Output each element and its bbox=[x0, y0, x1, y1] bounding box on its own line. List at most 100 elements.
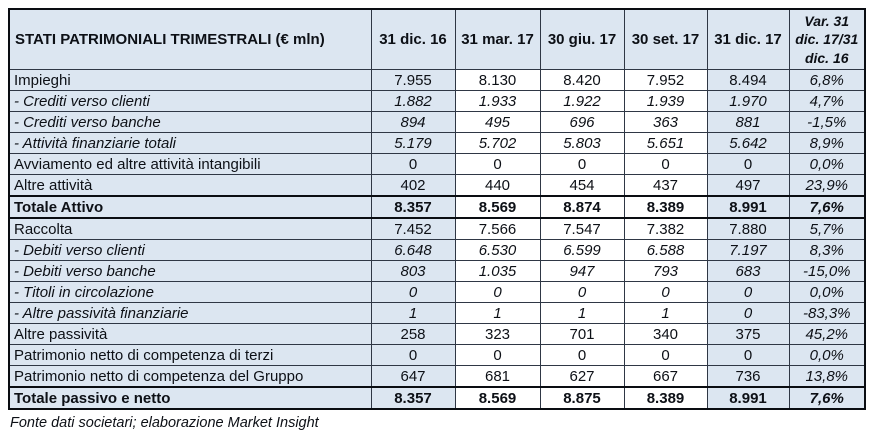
cell-value: 0 bbox=[370, 344, 456, 366]
cell-value: 947 bbox=[539, 260, 625, 282]
cell-value: 375 bbox=[706, 323, 790, 345]
cell-value: 1.939 bbox=[623, 90, 708, 112]
cell-value: 0 bbox=[539, 281, 625, 303]
cell-value: 437 bbox=[623, 174, 708, 197]
cell-value: 8.874 bbox=[539, 195, 625, 219]
cell-value: 1.970 bbox=[706, 90, 790, 112]
cell-value: 7.566 bbox=[454, 217, 541, 240]
table-row: - Altre passività finanziarie 1 1 1 1 0 -83,3% bbox=[8, 302, 866, 324]
cell-value: 5.803 bbox=[539, 132, 625, 154]
table-row: Impieghi 7.955 8.130 8.420 7.952 8.494 6,8% bbox=[8, 69, 866, 91]
table-row: Patrimonio netto di competenza del Grupp… bbox=[8, 365, 866, 388]
variation-value: -83,3% bbox=[788, 302, 866, 324]
variation-value: 5,7% bbox=[788, 217, 866, 240]
cell-value: 0 bbox=[706, 344, 790, 366]
cell-value: 8.130 bbox=[454, 69, 541, 91]
cell-value: 8.569 bbox=[454, 195, 541, 219]
cell-value: 5.651 bbox=[623, 132, 708, 154]
cell-value: 1 bbox=[539, 302, 625, 324]
header-row: STATI PATRIMONIALI TRIMESTRALI (€ mln) 3… bbox=[8, 8, 866, 70]
cell-value: 258 bbox=[370, 323, 456, 345]
cell-value: 0 bbox=[454, 153, 541, 175]
cell-value: 497 bbox=[706, 174, 790, 197]
row-label: Totale passivo e netto bbox=[8, 386, 372, 410]
table-row: - Crediti verso banche 894 495 696 363 881 -1,… bbox=[8, 111, 866, 133]
cell-value: 0 bbox=[539, 153, 625, 175]
cell-value: 881 bbox=[706, 111, 790, 133]
variation-value: 8,9% bbox=[788, 132, 866, 154]
column-header-variation: Var. 31 dic. 17/31 dic. 16 bbox=[788, 8, 866, 70]
cell-value: 7.880 bbox=[706, 217, 790, 240]
cell-value: 8.875 bbox=[539, 386, 625, 410]
variation-value: 45,2% bbox=[788, 323, 866, 345]
variation-value: 0,0% bbox=[788, 344, 866, 366]
cell-value: 8.991 bbox=[706, 386, 790, 410]
row-label: Altre attività bbox=[8, 174, 372, 197]
cell-value: 7.955 bbox=[370, 69, 456, 91]
cell-value: 5.642 bbox=[706, 132, 790, 154]
cell-value: 323 bbox=[454, 323, 541, 345]
row-label: Impieghi bbox=[8, 69, 372, 91]
cell-value: 894 bbox=[370, 111, 456, 133]
cell-value: 0 bbox=[706, 153, 790, 175]
table-row: Altre passività 258 323 701 340 375 45,2% bbox=[8, 323, 866, 345]
cell-value: 340 bbox=[623, 323, 708, 345]
cell-value: 683 bbox=[706, 260, 790, 282]
cell-value: 5.179 bbox=[370, 132, 456, 154]
cell-value: 6.599 bbox=[539, 239, 625, 261]
cell-value: 0 bbox=[370, 281, 456, 303]
cell-value: 7.452 bbox=[370, 217, 456, 240]
cell-value: 8.389 bbox=[623, 386, 708, 410]
cell-value: 8.991 bbox=[706, 195, 790, 219]
cell-value: 0 bbox=[623, 344, 708, 366]
cell-value: 1.933 bbox=[454, 90, 541, 112]
cell-value: 647 bbox=[370, 365, 456, 388]
variation-value: -15,0% bbox=[788, 260, 866, 282]
cell-value: 8.357 bbox=[370, 195, 456, 219]
cell-value: 0 bbox=[370, 153, 456, 175]
cell-value: 667 bbox=[623, 365, 708, 388]
variation-value: 4,7% bbox=[788, 90, 866, 112]
cell-value: 7.197 bbox=[706, 239, 790, 261]
row-label: - Altre passività finanziarie bbox=[8, 302, 372, 324]
cell-value: 6.588 bbox=[623, 239, 708, 261]
cell-value: 8.357 bbox=[370, 386, 456, 410]
table-row: Raccolta 7.452 7.566 7.547 7.382 7.880 5,7% bbox=[8, 217, 866, 240]
cell-value: 681 bbox=[454, 365, 541, 388]
row-label: Raccolta bbox=[8, 217, 372, 240]
variation-value: 6,8% bbox=[788, 69, 866, 91]
variation-value: 7,6% bbox=[788, 386, 866, 410]
variation-value: 8,3% bbox=[788, 239, 866, 261]
cell-value: 402 bbox=[370, 174, 456, 197]
row-label: - Crediti verso banche bbox=[8, 111, 372, 133]
variation-value: 0,0% bbox=[788, 153, 866, 175]
cell-value: 8.494 bbox=[706, 69, 790, 91]
cell-value: 0 bbox=[454, 344, 541, 366]
table-row: Avviamento ed altre attività intangibili… bbox=[8, 153, 866, 175]
cell-value: 696 bbox=[539, 111, 625, 133]
cell-value: 454 bbox=[539, 174, 625, 197]
cell-value: 803 bbox=[370, 260, 456, 282]
cell-value: 7.382 bbox=[623, 217, 708, 240]
table-row: - Crediti verso clienti 1.882 1.933 1.922 1.… bbox=[8, 90, 866, 112]
cell-value: 1.922 bbox=[539, 90, 625, 112]
cell-value: 5.702 bbox=[454, 132, 541, 154]
table-row: Patrimonio netto di competenza di terzi 0… bbox=[8, 344, 866, 366]
row-label: - Crediti verso clienti bbox=[8, 90, 372, 112]
column-header: 31 dic. 16 bbox=[370, 8, 456, 70]
variation-value: -1,5% bbox=[788, 111, 866, 133]
table-title-cell: STATI PATRIMONIALI TRIMESTRALI (€ mln) bbox=[8, 8, 372, 70]
cell-value: 1.882 bbox=[370, 90, 456, 112]
cell-value: 8.389 bbox=[623, 195, 708, 219]
cell-value: 8.569 bbox=[454, 386, 541, 410]
table-row: Totale Attivo 8.357 8.569 8.874 8.389 8.991 7,… bbox=[8, 195, 866, 219]
cell-value: 627 bbox=[539, 365, 625, 388]
row-label: - Debiti verso banche bbox=[8, 260, 372, 282]
row-label: Totale Attivo bbox=[8, 195, 372, 219]
table-row: - Debiti verso clienti 6.648 6.530 6.599 6.5… bbox=[8, 239, 866, 261]
cell-value: 440 bbox=[454, 174, 541, 197]
cell-value: 7.547 bbox=[539, 217, 625, 240]
cell-value: 0 bbox=[706, 302, 790, 324]
row-label: - Attività finanziarie totali bbox=[8, 132, 372, 154]
